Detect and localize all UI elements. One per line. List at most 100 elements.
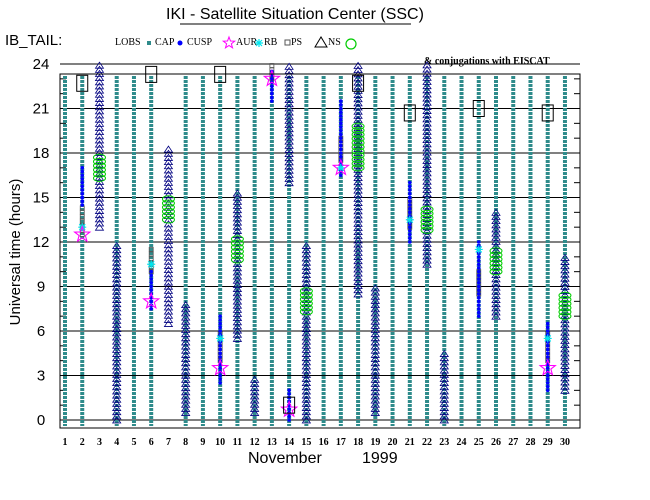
cusp-dot bbox=[408, 195, 412, 200]
cusp-dot bbox=[218, 377, 222, 382]
ns-triangle bbox=[284, 154, 294, 162]
eiscat-marker bbox=[299, 308, 313, 316]
ns-triangle bbox=[491, 279, 501, 287]
ns-triangle bbox=[163, 145, 174, 153]
ns-triangle bbox=[301, 241, 312, 249]
ns-triangle bbox=[301, 403, 312, 411]
ns-triangle bbox=[353, 286, 363, 294]
ns-triangle bbox=[180, 404, 191, 412]
ns-triangle bbox=[232, 330, 243, 338]
ns-triangle bbox=[422, 119, 432, 127]
ns-triangle bbox=[111, 245, 122, 254]
ns-triangle bbox=[163, 157, 174, 166]
eiscat-marker bbox=[489, 247, 503, 255]
cusp-dot bbox=[408, 236, 412, 241]
ns-triangle bbox=[111, 407, 122, 416]
ns-triangle bbox=[439, 391, 450, 399]
ns-triangle bbox=[422, 69, 432, 77]
legend-cap-icon bbox=[177, 40, 183, 46]
ns-triangle bbox=[353, 261, 363, 269]
ns-triangle bbox=[422, 231, 432, 239]
eiscat-marker bbox=[351, 135, 365, 143]
ns-triangle bbox=[180, 338, 191, 346]
ns-triangle bbox=[94, 186, 105, 194]
cusp-dot bbox=[476, 280, 481, 285]
x-tick-label: 30 bbox=[560, 437, 570, 448]
ns-triangle bbox=[94, 140, 105, 148]
ns-triangle bbox=[301, 387, 312, 395]
ns-triangle bbox=[491, 229, 501, 237]
ns-triangle bbox=[301, 383, 312, 391]
eiscat-marker bbox=[230, 247, 244, 256]
ns-triangle bbox=[370, 325, 381, 333]
ns-triangle bbox=[353, 65, 363, 74]
cusp-dot bbox=[545, 355, 550, 359]
ns-triangle bbox=[284, 95, 294, 104]
cusp-dot bbox=[408, 232, 412, 237]
x-axis-month: November bbox=[248, 450, 322, 467]
ns-triangle bbox=[560, 324, 570, 332]
ns-triangle bbox=[422, 65, 432, 73]
ns-triangle bbox=[111, 391, 122, 399]
ns-triangle bbox=[353, 169, 363, 177]
ns-triangle bbox=[284, 62, 294, 70]
x-tick-label: 23 bbox=[439, 437, 449, 448]
ns-triangle bbox=[284, 120, 294, 128]
ns-triangle bbox=[353, 78, 363, 86]
cusp-dot bbox=[476, 299, 481, 304]
ns-triangle bbox=[163, 153, 174, 161]
ns-triangle bbox=[560, 369, 570, 378]
cusp-dot bbox=[80, 173, 85, 178]
cusp-dot bbox=[218, 344, 222, 348]
cusp-dot bbox=[218, 366, 222, 370]
ns-triangle bbox=[232, 301, 243, 309]
x-tick-label: 15 bbox=[301, 437, 311, 448]
ns-triangle bbox=[491, 283, 501, 291]
ns-triangle bbox=[422, 198, 432, 206]
ns-triangle bbox=[491, 304, 501, 312]
legend-label-ps: PS bbox=[291, 37, 302, 48]
ns-triangle bbox=[94, 136, 105, 144]
cusp-dot bbox=[545, 377, 550, 382]
ns-triangle bbox=[353, 82, 363, 90]
ns-triangle bbox=[422, 98, 432, 106]
ns-triangle bbox=[163, 253, 174, 261]
ns-triangle bbox=[111, 378, 122, 387]
cusp-dot bbox=[149, 284, 153, 289]
y-tick-label: 6 bbox=[37, 323, 45, 340]
ns-triangle bbox=[111, 345, 122, 353]
cusp-dot bbox=[545, 347, 550, 352]
y-tick-label: 9 bbox=[37, 279, 45, 296]
cusp-dot bbox=[270, 84, 274, 89]
cusp-dot bbox=[408, 203, 412, 207]
cusp-dot bbox=[408, 184, 412, 189]
ns-triangle bbox=[94, 206, 105, 214]
ns-triangle bbox=[439, 387, 450, 395]
ns-triangle bbox=[353, 248, 363, 256]
ns-triangle bbox=[301, 250, 312, 258]
cusp-dot bbox=[339, 154, 343, 159]
y-tick-label: 3 bbox=[37, 368, 45, 385]
x-tick-label: 6 bbox=[149, 437, 154, 448]
ns-triangle bbox=[353, 281, 363, 290]
ns-triangle bbox=[111, 412, 122, 420]
eiscat-marker bbox=[420, 226, 434, 234]
cusp-dot bbox=[80, 195, 85, 200]
ns-triangle bbox=[370, 379, 381, 387]
ns-triangle bbox=[422, 115, 432, 123]
eiscat-marker bbox=[420, 218, 434, 226]
ns-triangle bbox=[284, 83, 294, 91]
ns-triangle bbox=[111, 387, 122, 395]
cusp-dot bbox=[545, 325, 550, 330]
ns-triangle bbox=[94, 219, 105, 227]
ns-triangle bbox=[111, 358, 122, 366]
ns-triangle bbox=[301, 399, 312, 407]
ps-square bbox=[79, 214, 85, 220]
ns-triangle bbox=[422, 243, 432, 252]
ns-triangle bbox=[422, 106, 432, 114]
ns-triangle bbox=[301, 412, 312, 420]
ns-triangle bbox=[163, 236, 174, 244]
ns-triangle bbox=[163, 162, 174, 170]
ns-triangle bbox=[163, 199, 174, 207]
